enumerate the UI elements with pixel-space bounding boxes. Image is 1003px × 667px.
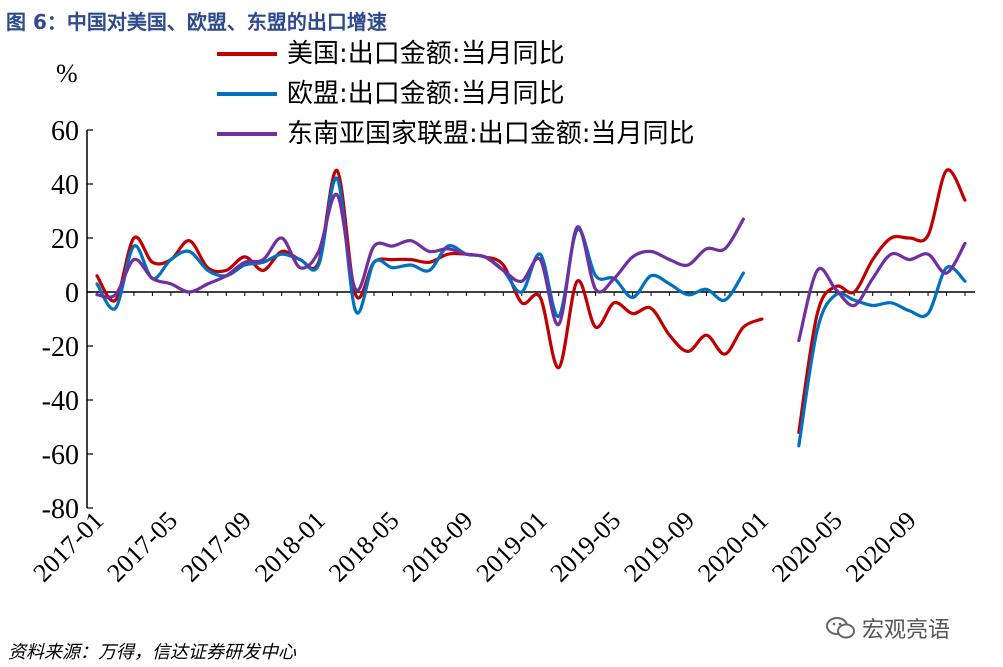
chart-svg: 美国:出口金额:当月同比欧盟:出口金额:当月同比东南亚国家联盟:出口金额:当月同… [27,39,975,588]
x-tick-label: 2019-01 [471,506,553,588]
legend-label-2: 东南亚国家联盟:出口金额:当月同比 [287,119,695,149]
x-tick-label: 2017-05 [101,506,183,588]
x-tick-label: 2018-01 [249,506,331,588]
y-tick-label: -20 [42,332,79,363]
x-tick-label: 2018-05 [323,506,405,588]
series-line-1 [95,176,967,448]
legend-label-1: 欧盟:出口金额:当月同比 [287,79,565,109]
y-tick-label: 20 [51,224,79,255]
y-tick-label: 0 [65,278,79,309]
series-line-2 [95,193,967,343]
wechat-icon [826,617,855,639]
y-tick-label: -40 [42,386,79,417]
figure-title: 图 6：中国对美国、欧盟、东盟的出口增速 [6,10,387,34]
series-line-0 [95,168,967,434]
x-tick-label: 2020-01 [692,506,774,588]
y-tick-label: -80 [42,494,79,525]
y-tick-label: 40 [51,170,79,201]
legend-label-0: 美国:出口金额:当月同比 [287,39,565,69]
source-note: 资料来源：万得，信达证券研发中心 [8,642,296,663]
x-tick-label: 2018-09 [397,506,479,588]
y-axis-label: % [56,59,78,88]
series-group [95,168,967,448]
watermark: 宏观亮语 [826,612,950,644]
x-tick-label: 2020-09 [840,506,922,588]
x-tick-label: 2020-05 [766,506,848,588]
x-tick-label: 2019-05 [545,506,627,588]
legend: 美国:出口金额:当月同比欧盟:出口金额:当月同比东南亚国家联盟:出口金额:当月同… [217,39,695,149]
x-tick-label: 2017-09 [175,506,257,588]
watermark-text: 宏观亮语 [862,618,951,643]
y-tick-label: -60 [42,440,79,471]
x-tick-label: 2019-09 [618,506,700,588]
y-tick-label: 60 [51,116,79,147]
